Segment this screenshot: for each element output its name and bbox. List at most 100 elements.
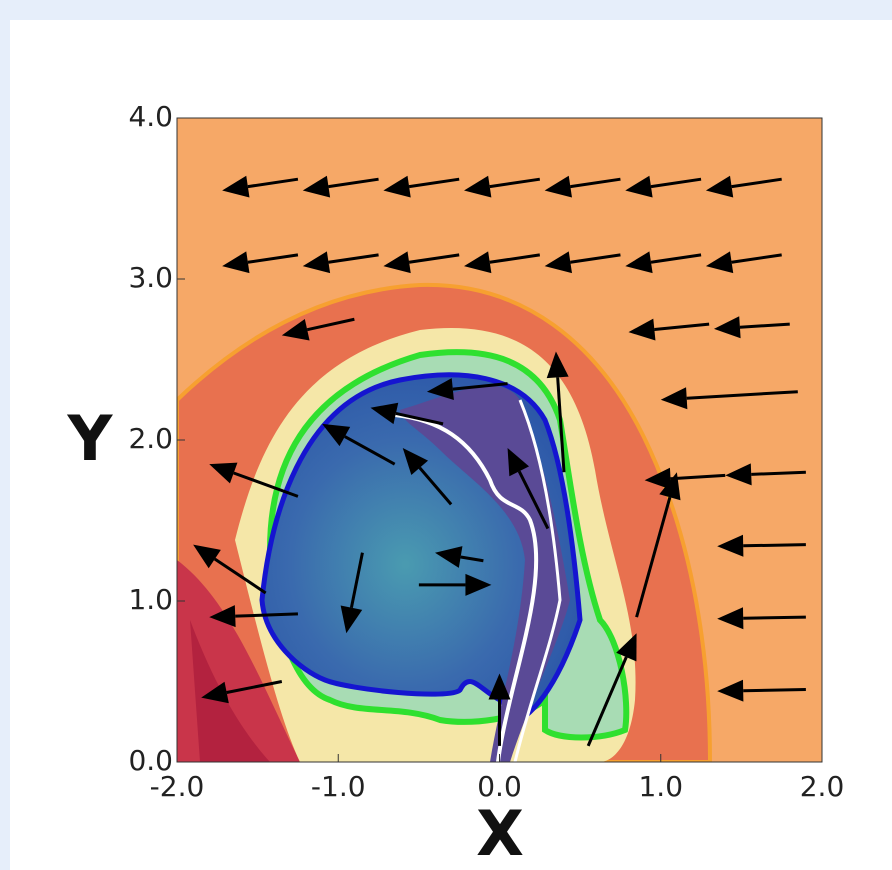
- arrow: [625, 251, 702, 274]
- arrow-head: [209, 605, 236, 628]
- arrow: [507, 448, 550, 530]
- arrow: [209, 605, 298, 628]
- arrow-head: [222, 175, 250, 198]
- arrow-head: [322, 423, 351, 447]
- arrow-shaft: [395, 411, 444, 426]
- arrow: [717, 607, 806, 630]
- arrow-shaft: [739, 322, 790, 329]
- arrow: [546, 351, 569, 473]
- arrow: [418, 573, 492, 596]
- arrow-head: [465, 573, 492, 596]
- arrow: [625, 175, 702, 198]
- arrow: [717, 534, 806, 557]
- arrow-shaft: [344, 435, 396, 466]
- arrow-shaft: [233, 471, 299, 498]
- arrow: [370, 402, 444, 426]
- arrow-shaft: [635, 496, 672, 618]
- arrow-shaft: [650, 253, 702, 264]
- arrow-head: [725, 463, 752, 486]
- arrow-head: [435, 546, 463, 568]
- arrow-shaft: [247, 253, 299, 264]
- arrow-head: [464, 175, 492, 198]
- arrow-head: [544, 251, 572, 274]
- x-tick-label: 2.0: [800, 770, 845, 803]
- arrow: [340, 552, 364, 634]
- arrow-shaft: [418, 466, 453, 506]
- arrow: [635, 472, 681, 618]
- arrow: [322, 423, 396, 466]
- arrow: [302, 251, 379, 274]
- arrow-head: [201, 681, 229, 704]
- arrow: [713, 316, 790, 339]
- y-tick-label: 2.0: [128, 422, 173, 455]
- arrow: [302, 175, 379, 198]
- arrow: [464, 175, 541, 198]
- arrow: [725, 463, 806, 486]
- arrow-head: [222, 251, 250, 274]
- arrow: [201, 680, 283, 704]
- white-contour-2: [513, 399, 562, 762]
- arrow-shaft: [517, 470, 550, 530]
- arrow-shaft: [408, 177, 460, 189]
- arrow: [383, 175, 460, 198]
- x-tick-label: 0.0: [477, 770, 522, 803]
- arrow-head: [383, 175, 411, 198]
- arrow-shaft: [460, 555, 484, 563]
- y-tick-label: 4.0: [128, 100, 173, 133]
- arrow-shaft: [731, 253, 782, 264]
- arrow: [660, 387, 798, 410]
- arrow-head: [302, 251, 331, 274]
- arrow-shaft: [489, 253, 541, 264]
- arrow: [402, 448, 453, 506]
- arrow-shaft: [743, 615, 806, 620]
- x-tick-label: -2.0: [150, 770, 205, 803]
- arrow-head: [383, 251, 411, 274]
- y-tick-label: 3.0: [128, 261, 173, 294]
- arrow: [544, 251, 621, 274]
- arrow-shaft: [247, 177, 299, 189]
- y-axis-title: Y: [67, 402, 114, 475]
- arrow-head: [705, 251, 734, 274]
- arrow-shaft: [570, 177, 621, 189]
- arrow-shaft: [556, 377, 566, 473]
- arrow: [488, 673, 511, 746]
- arrow-shaft: [670, 473, 726, 481]
- arrow-head: [507, 448, 530, 477]
- arrow-head: [659, 472, 681, 501]
- arrow-head: [302, 175, 331, 198]
- arrow-shaft: [235, 612, 298, 618]
- arrow-shaft: [306, 317, 355, 332]
- x-tick-label: -1.0: [311, 770, 366, 803]
- arrow-head: [625, 175, 653, 198]
- arrow-head: [705, 175, 734, 198]
- arrow-head: [544, 175, 572, 198]
- core-region: [400, 385, 570, 762]
- white-contour: [394, 413, 539, 762]
- arrow-head: [717, 534, 744, 557]
- arrow-head: [625, 251, 653, 274]
- arrow-shaft: [213, 557, 267, 595]
- arrow: [705, 175, 782, 198]
- arrow-head: [717, 607, 744, 630]
- arrow-head: [488, 673, 511, 700]
- field: [177, 118, 822, 762]
- arrow-shaft: [570, 253, 621, 264]
- arrow: [628, 318, 710, 341]
- arrow-head: [628, 318, 656, 341]
- arrow: [644, 467, 726, 490]
- arrow-shaft: [349, 552, 364, 609]
- arrow-shaft: [650, 177, 702, 189]
- arrow-shaft: [489, 177, 541, 189]
- arrow: [586, 633, 637, 747]
- arrow-shaft: [452, 382, 508, 391]
- arrow-head: [402, 448, 429, 475]
- arrow-shaft: [328, 177, 379, 189]
- arrow: [426, 378, 508, 401]
- arrow-shaft: [686, 390, 798, 400]
- y-tick-label: 1.0: [128, 583, 173, 616]
- arrow: [435, 546, 484, 568]
- arrow-head: [616, 633, 637, 662]
- arrow-head: [717, 679, 744, 702]
